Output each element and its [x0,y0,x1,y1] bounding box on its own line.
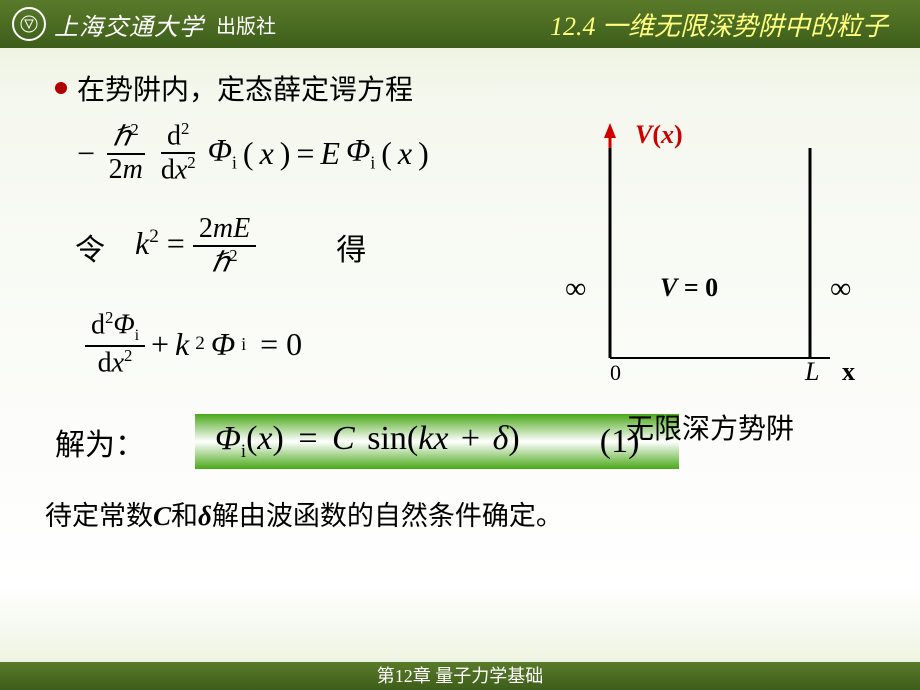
phis: Φ [215,420,241,457]
let-label: 令 [75,225,105,269]
rps: ) [273,420,284,457]
lps2: ( [407,420,418,457]
eq0: = 0 [260,326,302,363]
si4: i [241,334,246,355]
sq5: 2 [124,346,132,365]
bt1: 待定常数 [45,501,153,531]
phi2: Φi [346,132,375,173]
minus-sign: − [75,135,97,172]
bt2: 解由波函数的自然条件确定。 [212,501,563,531]
k3: k [175,326,189,363]
fraction-hbar: ℏ2 2m [103,121,149,186]
section-name: 一维无限深势阱中的粒子 [602,12,888,41]
si3: i [135,327,139,344]
eqs: = [298,420,317,457]
dels: δ [493,420,509,457]
inf-right: ∞ [830,272,851,305]
bullet-line: 在势阱内，定态薛定谔方程 [55,68,880,108]
hbar: ℏ [113,121,131,152]
d2: d [161,154,175,185]
lps: ( [246,420,257,457]
potential-well-diagram: V(x) ∞ ∞ V = 0 0 L x 无限深方势阱 [550,118,870,438]
V0-label: V = 0 [660,273,718,302]
d: d [167,120,181,151]
phi2s: Φ [346,132,370,168]
L-label: L [804,357,819,386]
section-title: 12.4 一维无限深势阱中的粒子 [276,6,908,43]
hbar2: ℏ [211,247,229,278]
university-name: 上海交通大学 [54,7,204,42]
inf-left: ∞ [565,272,586,305]
publisher-name: 出版社 [216,10,276,39]
rp1: ) [280,135,291,172]
xs2: x [433,420,448,457]
two: 2 [109,154,123,185]
solution-label: 解为： [55,420,145,464]
section-number: 12.4 [550,12,596,41]
x: x [175,154,187,185]
logo-area: 上海交通大学 出版社 [12,7,276,42]
sq: 2 [130,120,138,139]
eq1: = [296,135,314,172]
ks: k [418,420,433,457]
solution-expr: Φi(x) = C sin(kx + δ) [215,420,520,463]
zero-label: 0 [610,360,621,385]
bullet-text: 在势阱内，定态薛定谔方程 [77,68,413,108]
subi2: i [370,153,375,173]
k2-expr: k2 = 2mE ℏ2 [135,214,256,279]
xs: x [257,420,272,457]
eq2s: = [167,225,185,261]
x1: x [260,135,274,172]
sins: sin [367,420,407,457]
well-caption: 无限深方势阱 [550,407,870,447]
rps2: ) [508,420,519,457]
phi4: Φ [211,326,235,363]
hsq: 2 [229,246,237,265]
bottom-text: 待定常数C和δ解由波函数的自然条件确定。 [45,494,880,533]
fraction-d2dx2: d2 dx2 [155,120,202,186]
Cs: C [332,420,355,457]
btd: δ [198,501,212,531]
Vx-label: V(x) [635,120,683,149]
sq6: 2 [195,333,205,355]
header-bar: 上海交通大学 出版社 12.4 一维无限深势阱中的粒子 [0,0,920,48]
m: m [123,154,143,185]
btC: C [153,501,171,531]
sq2: 2 [181,119,189,138]
btand: 和 [171,501,198,531]
k: k [135,225,149,261]
E2: E [233,213,250,244]
subi: i [232,153,237,173]
plus: + [151,326,169,363]
phi1: Φi [208,132,237,173]
ksq: 2 [149,226,159,247]
two2: 2 [199,213,213,244]
d4: d [98,347,112,378]
bullet-icon [55,82,67,94]
m2: m [213,213,233,244]
footer: 第12章 量子力学基础 [0,662,920,690]
phi3: Φ [113,310,134,341]
d3: d [91,310,105,341]
get-label: 得 [336,225,366,269]
university-logo-icon [12,7,46,41]
lp1: ( [243,135,254,172]
lp2: ( [381,135,392,172]
x2: x [398,135,412,172]
rp2: ) [418,135,429,172]
sq3: 2 [187,153,195,172]
pls: + [461,420,480,457]
E: E [320,135,340,172]
x-axis-label: x [842,357,855,386]
phi: Φ [208,132,232,168]
slide-content: 在势阱内，定态薛定谔方程 − ℏ2 2m d2 dx2 Φi (x) = E Φ… [0,48,920,533]
x3: x [112,347,124,378]
